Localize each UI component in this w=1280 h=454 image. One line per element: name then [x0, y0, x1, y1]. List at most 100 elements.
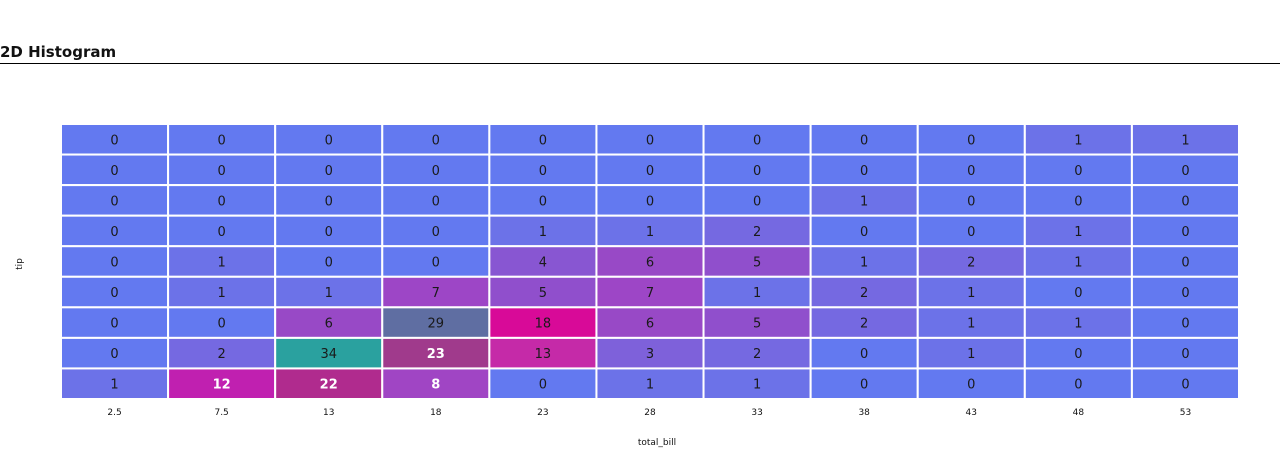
heatmap-cell-value: 0: [325, 164, 333, 179]
heatmap-cell: [595, 153, 705, 187]
heatmap-cell-value: 0: [110, 317, 118, 332]
heatmap-cell-value: 1: [967, 317, 975, 332]
heatmap-cell-value: 0: [1074, 164, 1082, 179]
heatmap-cell: [167, 367, 277, 401]
heatmap-cell-value: 0: [539, 378, 547, 393]
heatmap-cell: [1130, 214, 1240, 248]
heatmap-cell-value: 0: [967, 194, 975, 209]
heatmap-cell: [916, 245, 1026, 278]
heatmap-cell-value: 1: [967, 347, 975, 362]
heatmap-cell: [488, 306, 598, 339]
heatmap-cell: [809, 214, 919, 248]
heatmap-cell-value: 22: [320, 378, 338, 393]
heatmap-cell-value: 7: [646, 286, 654, 301]
heatmap-cell-value: 0: [539, 164, 547, 179]
heatmap-cell-value: 6: [646, 256, 654, 271]
heatmap-cell: [274, 123, 384, 156]
x-tick-label: 38: [858, 408, 870, 418]
heatmap-cell: [809, 275, 919, 309]
heatmap-cell-value: 0: [325, 225, 333, 240]
heatmap-cell: [167, 214, 277, 248]
heatmap-cell-value: 1: [1074, 256, 1082, 271]
heatmap-cell-value: 0: [1074, 194, 1082, 209]
heatmap-cell: [702, 367, 812, 401]
heatmap-cell-value: 0: [967, 164, 975, 179]
heatmap-cell-value: 0: [432, 225, 440, 240]
heatmap-cell-value: 0: [753, 194, 761, 209]
heatmap-cell-value: 0: [860, 133, 868, 148]
heatmap-cell-value: 1: [967, 286, 975, 301]
heatmap-cell-value: 1: [110, 378, 118, 393]
heatmap-cell-value: 29: [428, 317, 445, 332]
heatmap-cell-value: 0: [110, 164, 118, 179]
heatmap-cell: [381, 367, 491, 401]
heatmap-cell-value: 0: [860, 347, 868, 362]
heatmap-cell-value: 0: [110, 256, 118, 271]
heatmap-cell-value: 0: [1074, 378, 1082, 393]
heatmap-cell: [381, 275, 491, 309]
heatmap-cell-value: 0: [1181, 256, 1189, 271]
heatmap-cell: [916, 367, 1026, 401]
heatmap-cell-value: 1: [217, 286, 225, 301]
heatmap-cell-value: 0: [325, 133, 333, 148]
heatmap-cell: [488, 367, 598, 401]
heatmap-cell-value: 0: [1181, 317, 1189, 332]
heatmap-cell: [488, 336, 598, 370]
heatmap-cell: [488, 214, 598, 248]
heatmap-cell-value: 0: [110, 133, 118, 148]
heatmap-cell-value: 0: [432, 256, 440, 271]
heatmap-cell-value: 7: [432, 286, 440, 301]
heatmap-cell: [916, 336, 1026, 370]
heatmap-cell-value: 0: [646, 164, 654, 179]
heatmap-cell: [60, 306, 170, 339]
heatmap-cell: [60, 336, 170, 370]
heatmap-cell-value: 1: [753, 286, 761, 301]
heatmap-cell: [381, 184, 491, 217]
heatmap-cell: [274, 214, 384, 248]
heatmap-cell-value: 1: [1074, 317, 1082, 332]
heatmap-cell: [1130, 245, 1240, 278]
heatmap-cell: [381, 245, 491, 278]
heatmap-cell-value: 0: [1074, 286, 1082, 301]
x-tick-label: 2.5: [107, 408, 121, 418]
heatmap-cell-value: 1: [1074, 133, 1082, 148]
heatmap-cell-value: 5: [753, 317, 761, 332]
heatmap-cells: 0 0 0 0 0 0 0 0 0 1 1 0 0 0 0 0 0 0 0 0 0 0 0 0 0 0 0 0 0 1 0 0 0 0 0 0 0 1 1 2…: [60, 123, 1240, 401]
heatmap-cell-value: 0: [217, 194, 225, 209]
heatmap-cell-value: 5: [539, 286, 547, 301]
heatmap-cell: [1023, 336, 1133, 370]
heatmap-cell-value: 1: [539, 225, 547, 240]
heatmap-cell-value: 34: [320, 347, 337, 362]
heatmap-cell-value: 1: [1074, 225, 1082, 240]
heatmap-cell-value: 0: [967, 225, 975, 240]
heatmap-cell-value: 0: [646, 133, 654, 148]
x-axis-ticks: 2.5 7.5 13 18 23 28 33 38 43 48 53: [107, 408, 1191, 418]
heatmap-cell: [916, 306, 1026, 339]
heatmap-cell: [274, 367, 384, 401]
x-tick-label: 23: [537, 408, 548, 418]
heatmap-cell-value: 0: [1181, 286, 1189, 301]
x-tick-label: 53: [1180, 408, 1191, 418]
heatmap-cell-value: 0: [753, 133, 761, 148]
heatmap-cell-value: 2: [860, 317, 868, 332]
heatmap-cell-value: 0: [432, 194, 440, 209]
x-tick-label: 18: [430, 408, 442, 418]
heatmap-cell-value: 0: [432, 164, 440, 179]
heatmap-cell: [916, 184, 1026, 217]
heatmap-cell-value: 0: [1181, 347, 1189, 362]
heatmap-cell: [1130, 367, 1240, 401]
heatmap-cell-value: 0: [967, 378, 975, 393]
heatmap-cell: [1130, 153, 1240, 187]
heatmap-cell-value: 0: [217, 164, 225, 179]
y-axis-label: tip: [15, 258, 25, 270]
heatmap-cell-value: 0: [325, 256, 333, 271]
heatmap-cell-value: 0: [860, 164, 868, 179]
heatmap-cell-value: 2: [967, 256, 975, 271]
heatmap-cell-value: 0: [860, 378, 868, 393]
heatmap-cell: [916, 153, 1026, 187]
heatmap-cell: [702, 123, 812, 156]
heatmap-cell-value: 0: [432, 133, 440, 148]
heatmap-cell-value: 1: [860, 256, 868, 271]
heatmap-cell: [595, 275, 705, 309]
heatmap-cell-value: 0: [217, 225, 225, 240]
